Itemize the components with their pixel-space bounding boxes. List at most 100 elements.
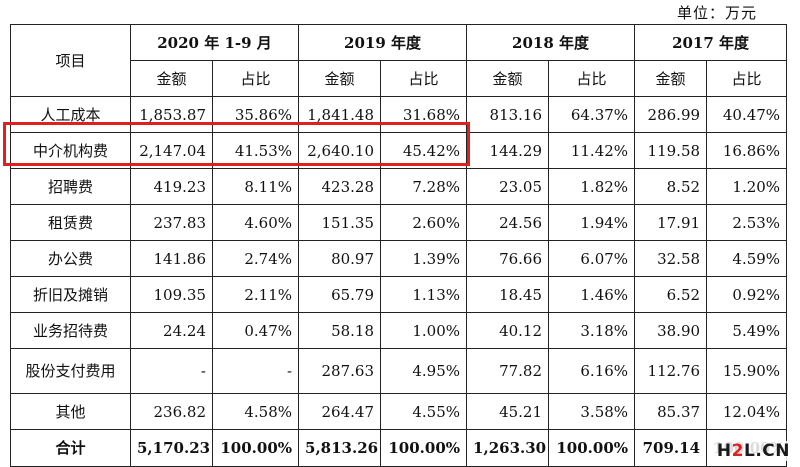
header-amount: 金额 (130, 60, 213, 97)
table-row: 办公费 141.86 2.74% 80.97 1.39% 76.66 6.07% 32.58 4… (10, 240, 788, 277)
watermark-logo: H2L.CN (714, 441, 792, 461)
cell-amount: 5,170.23 (130, 429, 213, 467)
header-ratio: 占比 (548, 60, 636, 97)
cell-amount: 6.52 (634, 276, 708, 313)
cell-ratio: 3.58% (548, 393, 636, 430)
cell-ratio: 2.11% (211, 276, 300, 313)
cell-ratio: 7.28% (380, 168, 468, 205)
cell-amount: 8.52 (634, 168, 708, 205)
cell-ratio: 2.74% (211, 240, 300, 277)
row-label: 租赁费 (10, 204, 131, 241)
cell-ratio: 5.49% (706, 312, 788, 349)
cell-ratio: 35.86% (211, 96, 300, 133)
cell-ratio: 6.16% (548, 348, 636, 394)
cell-amount: 709.14 (634, 429, 708, 467)
cell-amount: 1,263.30 (466, 429, 550, 467)
row-label: 股份支付费用 (10, 348, 131, 394)
cell-ratio: 100.00% (548, 429, 636, 467)
cell-amount: 236.82 (130, 393, 213, 430)
header-amount: 金额 (634, 60, 708, 97)
cell-amount: 76.66 (466, 240, 550, 277)
cell-amount: 112.76 (634, 348, 708, 394)
cell-amount: 109.35 (130, 276, 213, 313)
table-row: 人工成本 1,853.87 35.86% 1,841.48 31.68% 813.16 64… (10, 96, 788, 133)
header-period-2018: 2018 年度 (466, 24, 636, 61)
cell-amount: 423.28 (298, 168, 382, 205)
row-label: 折旧及摊销 (10, 276, 131, 313)
header-row-subcols: 金额 占比 金额 占比 金额 占比 金额 占比 (11, 60, 788, 97)
cell-amount: 24.56 (466, 204, 550, 241)
cell-amount: 119.58 (634, 132, 708, 169)
cell-ratio: 2.60% (380, 204, 468, 241)
header-item: 项目 (10, 24, 131, 97)
cell-ratio: 1.94% (548, 204, 636, 241)
header-ratio: 占比 (380, 60, 468, 97)
table-row: 中介机构费 2,147.04 41.53% 2,640.10 45.42% 144.29 1… (10, 132, 788, 169)
cell-amount: - (130, 348, 213, 394)
cell-amount: 77.82 (466, 348, 550, 394)
cell-amount: 264.47 (298, 393, 382, 430)
cell-ratio: 4.55% (380, 393, 468, 430)
header-amount: 金额 (466, 60, 550, 97)
cell-amount: 1,841.48 (298, 96, 382, 133)
row-label: 人工成本 (10, 96, 131, 133)
cell-ratio: 1.20% (706, 168, 788, 205)
cell-ratio: 4.60% (211, 204, 300, 241)
cell-ratio: 1.13% (380, 276, 468, 313)
cell-ratio: 16.86% (706, 132, 788, 169)
cell-ratio: 6.07% (548, 240, 636, 277)
cell-amount: 85.37 (634, 393, 708, 430)
row-label: 合计 (10, 429, 131, 467)
cell-ratio: 1.39% (380, 240, 468, 277)
cell-amount: 17.91 (634, 204, 708, 241)
cell-amount: 151.35 (298, 204, 382, 241)
header-ratio: 占比 (706, 60, 788, 97)
cell-amount: 813.16 (466, 96, 550, 133)
header-period-2020: 2020 年 1-9 月 (129, 24, 300, 61)
header-period-2017: 2017 年度 (634, 24, 788, 61)
table-body: 人工成本 1,853.87 35.86% 1,841.48 31.68% 813.16 64… (10, 96, 788, 467)
cell-ratio: 1.46% (548, 276, 636, 313)
cell-ratio: 12.04% (706, 393, 788, 430)
cell-ratio: 4.59% (706, 240, 788, 277)
watermark-dot: . (755, 441, 763, 461)
watermark-cn: CN (762, 441, 790, 461)
header-row-periods: 项目 2020 年 1-9 月 2019 年度 2018 年度 2017 年度 (10, 24, 788, 97)
cell-ratio: 45.42% (380, 132, 468, 169)
header-amount: 金额 (298, 60, 382, 97)
cell-amount: 45.21 (466, 393, 550, 430)
cell-ratio: 1.00% (380, 312, 468, 349)
cell-amount: 24.24 (130, 312, 213, 349)
table-row: 其他 236.82 4.58% 264.47 4.55% 45.21 3.58% 85.37 1… (10, 393, 788, 430)
row-label: 办公费 (10, 240, 131, 277)
cell-ratio: 4.58% (211, 393, 300, 430)
watermark-h: H (716, 441, 732, 461)
cell-amount: 2,640.10 (298, 132, 382, 169)
watermark-l: L (743, 441, 756, 461)
cell-ratio: - (211, 348, 300, 394)
table-row: 折旧及摊销 109.35 2.11% 65.79 1.13% 18.45 1.46% 6.52… (10, 276, 788, 313)
row-label: 业务招待费 (10, 312, 131, 349)
cell-ratio: 8.11% (211, 168, 300, 205)
cell-ratio: 15.90% (706, 348, 788, 394)
cell-amount: 141.86 (130, 240, 213, 277)
cell-ratio: 100.00% (380, 429, 468, 467)
cell-amount: 144.29 (466, 132, 550, 169)
cell-amount: 38.90 (634, 312, 708, 349)
cell-ratio: 100.00% (211, 429, 300, 467)
table-row: 合计 5,170.23 100.00% 5,813.26 100.00% 1,263.30… (10, 429, 788, 467)
header-ratio: 占比 (211, 60, 300, 97)
cell-ratio: 40.47% (706, 96, 788, 133)
cell-ratio: 31.68% (380, 96, 468, 133)
cell-ratio: 2.53% (706, 204, 788, 241)
cell-amount: 80.97 (298, 240, 382, 277)
cell-amount: 419.23 (130, 168, 213, 205)
cell-amount: 237.83 (130, 204, 213, 241)
cell-amount: 40.12 (466, 312, 550, 349)
cell-ratio: 64.37% (548, 96, 636, 133)
unit-label: 单位：万元 (676, 4, 757, 22)
cell-ratio: 41.53% (211, 132, 300, 169)
header-period-2019: 2019 年度 (298, 24, 468, 61)
table-row: 股份支付费用 - -287.63 4.95% 77.82 6.16% 112.76 15.90… (10, 348, 788, 394)
watermark-2: 2 (731, 441, 744, 461)
